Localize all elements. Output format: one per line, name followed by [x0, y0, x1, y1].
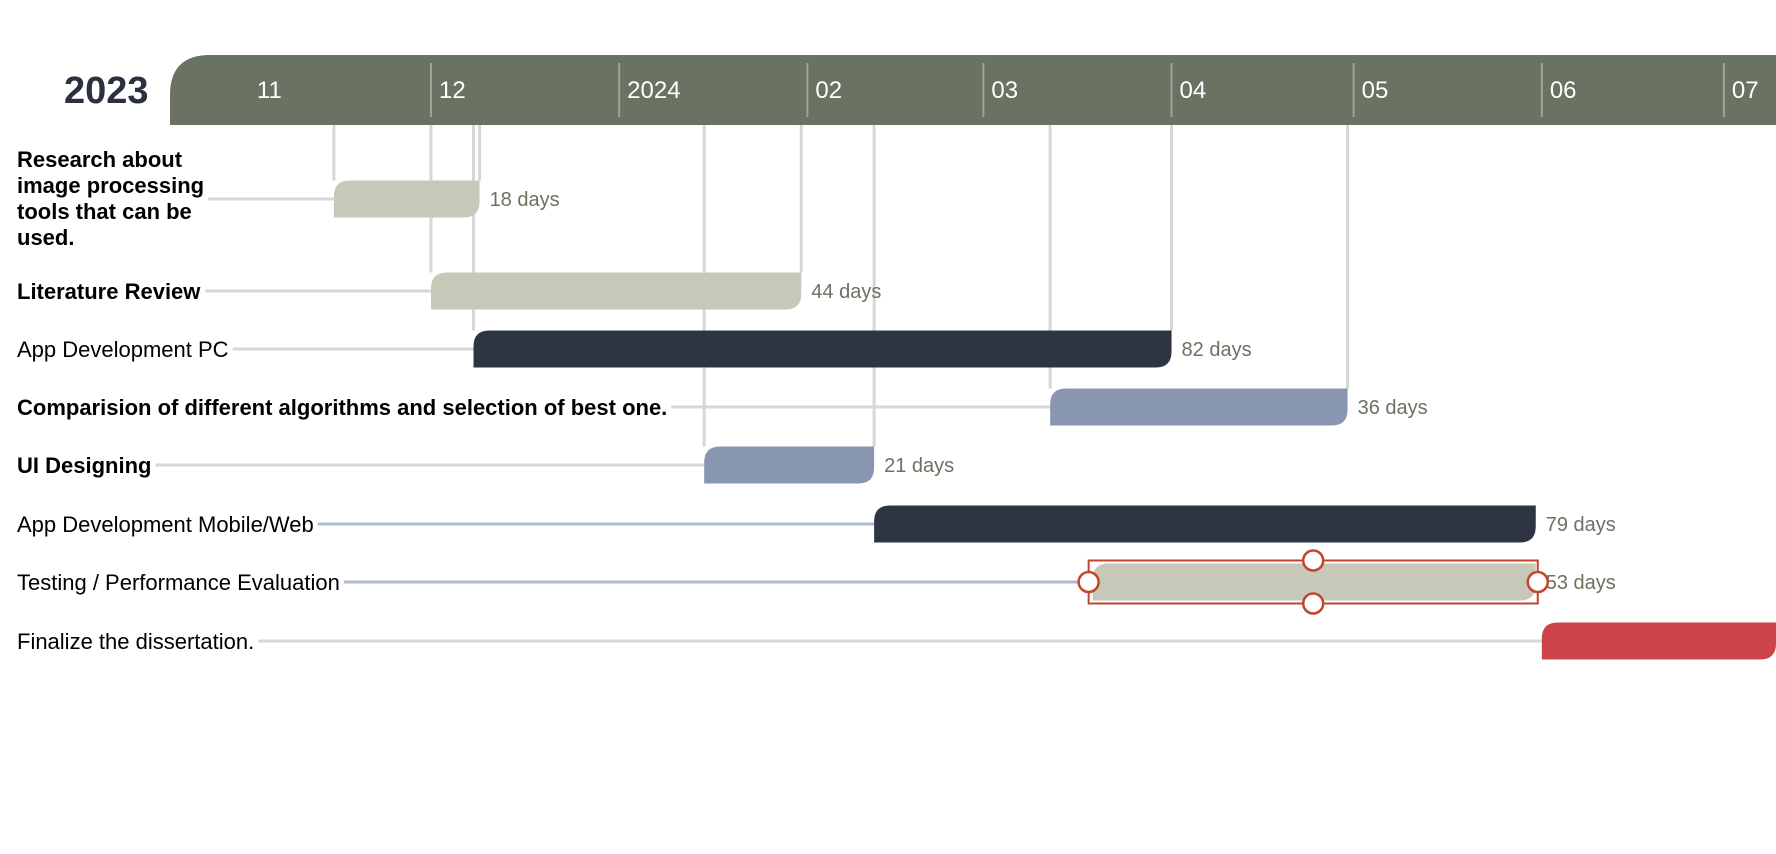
month-tick-label: 2024	[627, 77, 680, 104]
task-bar[interactable]	[1541, 622, 1776, 660]
task-duration-label: 36 days	[1358, 397, 1428, 419]
month-tick-label: 06	[1550, 77, 1577, 104]
header-band	[170, 55, 1776, 125]
month-tick-label: 05	[1362, 77, 1389, 104]
task-row[interactable]: Comparision of different algorithms and …	[17, 388, 1428, 426]
task-label: Finalize the dissertation.	[17, 629, 254, 654]
task-bar[interactable]	[704, 446, 875, 484]
task-row[interactable]: Research about image processing tools that…	[17, 147, 560, 250]
resize-handle-right[interactable]	[1526, 570, 1549, 594]
task-duration-label: 21 days	[884, 455, 954, 477]
task-label: App Development Mobile/Web	[17, 512, 314, 537]
month-tick-label: 03	[991, 77, 1018, 104]
task-bar[interactable]	[431, 272, 802, 310]
task-row[interactable]: App Development Mobile/Web 79 days	[17, 505, 1616, 543]
task-duration-label: 79 days	[1546, 514, 1616, 536]
task-row[interactable]: Literature Review 44 days	[17, 272, 881, 310]
task-duration-label: 18 days	[490, 189, 560, 211]
month-tick-label: 11	[257, 77, 282, 104]
task-bar[interactable]	[874, 505, 1536, 543]
selection-overlay[interactable]	[1077, 549, 1549, 615]
resize-handle-left[interactable]	[1077, 570, 1100, 594]
task-row[interactable]: App Development PC 82 days	[17, 330, 1252, 368]
task-bar[interactable]	[1050, 388, 1348, 426]
task-duration-label: 82 days	[1182, 339, 1252, 361]
month-tick-label: 12	[439, 77, 466, 104]
timeline-header: 2023 11 12 2024 02 03 04 05 06 07	[64, 55, 1776, 125]
task-bar[interactable]	[473, 330, 1172, 368]
task-duration-label: 44 days	[811, 281, 881, 303]
task-label: Testing / Performance Evaluation	[17, 570, 340, 595]
task-label: Research about image processing tools that…	[17, 147, 204, 250]
task-row[interactable]: Finalize the dissertation.	[17, 622, 1776, 660]
task-label: Comparision of different algorithms and …	[17, 395, 667, 420]
month-tick-label: 02	[815, 77, 842, 104]
task-bar[interactable]	[333, 180, 480, 218]
task-rows: Research about image processing tools that…	[17, 147, 1776, 660]
month-tick-label: 04	[1180, 77, 1207, 104]
task-label: UI Designing	[17, 453, 151, 478]
task-duration-label: 53 days	[1546, 572, 1616, 594]
year-label: 2023	[64, 70, 149, 112]
task-label: App Development PC	[17, 337, 229, 362]
resize-handle-top[interactable]	[1301, 549, 1325, 572]
task-row[interactable]: UI Designing 21 days	[17, 446, 954, 484]
task-bar[interactable]	[1092, 563, 1536, 601]
resize-handle-bottom[interactable]	[1301, 592, 1325, 615]
task-label: Literature Review	[17, 279, 201, 304]
task-row[interactable]: Testing / Performance Evaluation 53 days	[17, 563, 1616, 601]
month-tick-label: 07	[1732, 77, 1759, 104]
